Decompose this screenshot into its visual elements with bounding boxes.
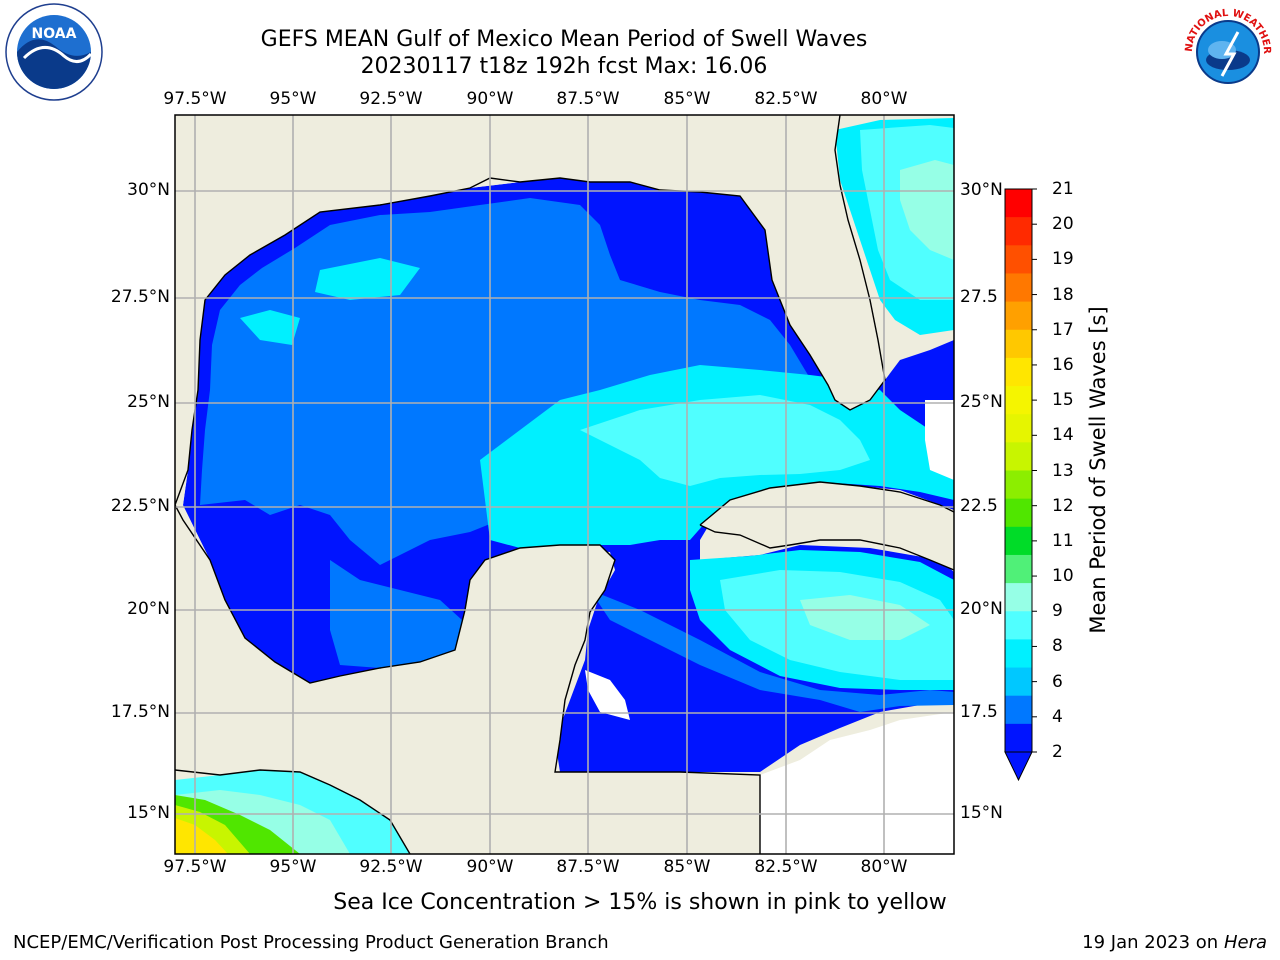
- colorbar-band: [1005, 414, 1032, 443]
- land-florida: [175, 115, 885, 854]
- chart-title: GEFS MEAN Gulf of Mexico Mean Period of …: [260, 27, 868, 52]
- colorbar-tick-label: 8: [1052, 636, 1063, 657]
- lat-label-left: 25°N: [127, 392, 170, 412]
- lon-label-bottom: 80°W: [860, 857, 908, 877]
- noaa-logo: NOAA: [5, 3, 103, 101]
- colorbar-tick-label: 16: [1052, 354, 1074, 375]
- colorbar-tick-label: 20: [1052, 214, 1074, 235]
- lon-label-bottom: 87.5°W: [556, 857, 620, 877]
- lon-label-bottom: 82.5°W: [754, 857, 818, 877]
- footer-credit: NCEP/EMC/Verification Post Processing Pr…: [13, 932, 609, 953]
- land-yucatan: [300, 545, 760, 854]
- colorbar-tick-label: 18: [1052, 284, 1074, 305]
- lat-label-right: 20°N: [960, 599, 1003, 619]
- colorbar-band: [1005, 189, 1032, 218]
- lat-label-left: 17.5°N: [110, 702, 170, 722]
- colorbar-tick-label: 6: [1052, 671, 1063, 692]
- lon-label-bottom: 92.5°W: [359, 857, 423, 877]
- lat-label-right: 30°N: [960, 180, 1003, 200]
- lon-label-top: 97.5°W: [163, 89, 227, 109]
- swell-pale-cyan: [800, 160, 954, 640]
- lat-label-right: 17.5: [960, 702, 998, 722]
- lon-label-top: 80°W: [860, 89, 908, 109]
- undefined-region: [585, 400, 954, 854]
- colorbar-band: [1005, 723, 1032, 753]
- graticule: [175, 115, 954, 854]
- colorbar-band: [1005, 639, 1032, 669]
- colorbar-band: [1005, 301, 1032, 331]
- lat-label-right: 25°N: [960, 392, 1003, 412]
- colorbar-band: [1005, 583, 1032, 612]
- gulf-water-blue: [200, 198, 954, 712]
- colorbar-tick-label: 13: [1052, 460, 1074, 481]
- colorbar-band: [1005, 470, 1032, 500]
- lat-label-left: 27.5°N: [110, 287, 170, 307]
- lon-label-top: 85°W: [663, 89, 711, 109]
- colorbar-tick-label: 4: [1052, 706, 1063, 727]
- lat-label-right: 15°N: [960, 803, 1003, 823]
- colorbar-band: [1005, 611, 1032, 640]
- colorbar-tick-label: 12: [1052, 495, 1074, 516]
- colorbar-title: Mean Period of Swell Waves [s]: [1086, 306, 1110, 634]
- colorbar-band: [1005, 386, 1032, 415]
- lon-label-bottom: 97.5°W: [163, 857, 227, 877]
- sea-ice-note: Sea Ice Concentration > 15% is shown in …: [333, 890, 947, 915]
- colorbar-tick-label: 14: [1052, 425, 1074, 446]
- lat-label-right: 27.5: [960, 287, 998, 307]
- land-cuba: [700, 482, 954, 570]
- colorbar-band: [1005, 554, 1032, 584]
- colorbar-band: [1005, 498, 1032, 528]
- lon-label-top: 90°W: [466, 89, 514, 109]
- nws-logo: NATIONAL WEATHER SERVICE: [1178, 2, 1276, 100]
- colorbar-tick-label: 21: [1052, 179, 1074, 199]
- lon-label-bottom: 90°W: [466, 857, 514, 877]
- lon-label-top: 95°W: [269, 89, 317, 109]
- colorbar-band: [1005, 526, 1032, 556]
- lon-label-top: 92.5°W: [359, 89, 423, 109]
- colorbar-tick-label: 15: [1052, 390, 1074, 411]
- lat-label-left: 15°N: [127, 803, 170, 823]
- map-frame: [174, 114, 955, 855]
- lon-label-bottom: 95°W: [269, 857, 317, 877]
- chart-subtitle-forecast: 20230117 t18z 192h fcst Max: 16.06: [360, 54, 768, 79]
- colorbar-extend-arrow: [1004, 751, 1033, 782]
- colorbar-tick-label: 2: [1052, 742, 1063, 762]
- colorbar-band: [1005, 357, 1032, 387]
- colorbar: [1004, 188, 1037, 782]
- coastline: [175, 115, 954, 854]
- colorbar-band: [1005, 667, 1032, 697]
- footer-date-text: 19 Jan 2023 on: [1082, 932, 1224, 953]
- colorbar-band: [1005, 245, 1032, 274]
- swell-cyan: [240, 118, 954, 690]
- colorbar-tick-label: 11: [1052, 530, 1074, 551]
- lon-label-top: 82.5°W: [754, 89, 818, 109]
- footer-host: Hera: [1223, 932, 1267, 953]
- lat-label-left: 20°N: [127, 599, 170, 619]
- colorbar-band: [1005, 217, 1032, 246]
- lon-label-top: 87.5°W: [556, 89, 620, 109]
- colorbar-band: [1005, 442, 1032, 471]
- lat-label-left: 30°N: [127, 180, 170, 200]
- pacific-water-14s: [175, 818, 228, 854]
- lat-label-left: 22.5°N: [110, 496, 170, 516]
- lat-label-right: 22.5: [960, 496, 998, 516]
- footer-date: 19 Jan 2023 on Hera: [1082, 932, 1267, 953]
- colorbar-tick-label: 19: [1052, 249, 1074, 270]
- colorbar-band: [1005, 329, 1032, 359]
- colorbar-band: [1005, 695, 1032, 725]
- colorbar-band: [1005, 273, 1032, 303]
- colorbar-tick-label: 9: [1052, 601, 1063, 622]
- lon-label-bottom: 85°W: [663, 857, 711, 877]
- noaa-logo-text: NOAA: [32, 26, 77, 42]
- colorbar-tick-label: 10: [1052, 566, 1074, 587]
- colorbar-tick-label: 17: [1052, 319, 1074, 340]
